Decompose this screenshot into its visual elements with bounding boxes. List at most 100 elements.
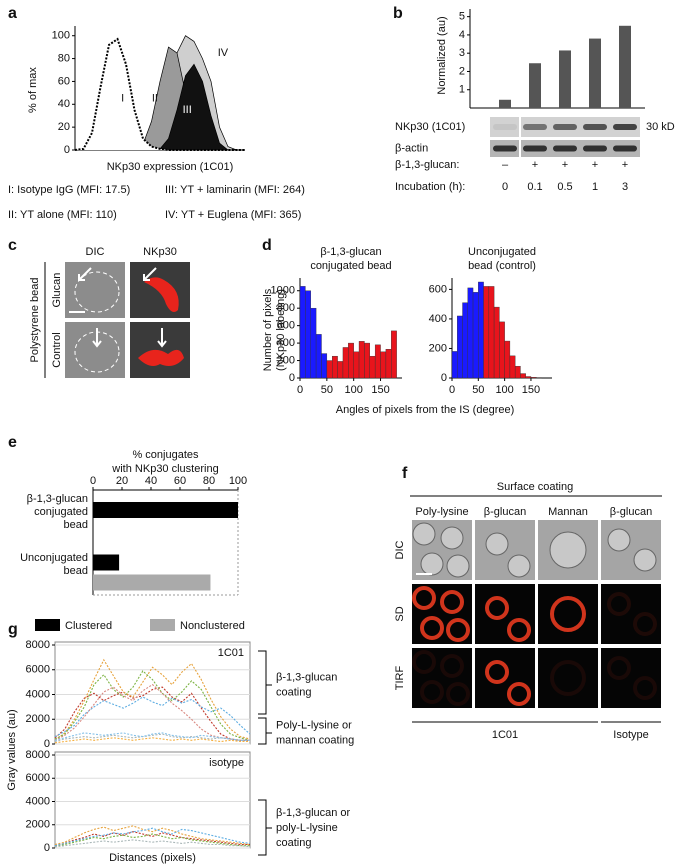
bar [504, 340, 511, 379]
x-tick-label: 20 [116, 475, 128, 487]
arrow [143, 267, 157, 281]
micrograph [601, 648, 661, 708]
series-description: III: YT + laminarin (MFI: 264) [165, 184, 305, 196]
treatment-label: β-1,3-glucan: [395, 159, 459, 171]
legend-swatch [150, 619, 175, 631]
series-line [54, 733, 250, 743]
y-tick-label: 200 [429, 342, 447, 354]
cell [485, 532, 509, 556]
bar [380, 351, 387, 379]
y-tick-label: 20 [58, 121, 70, 133]
x-tick-label: 150 [522, 384, 540, 396]
x-axis-label: Distances (pixels) [109, 852, 196, 864]
category-label: bead [64, 565, 88, 577]
bracket-label: poly-L-lysine [276, 822, 338, 834]
category-label: bead [64, 519, 88, 531]
cell [420, 552, 444, 576]
bar [472, 292, 479, 379]
x-tick-label: 50 [472, 384, 484, 396]
column-label: NKp30 [143, 246, 177, 258]
y-tick-label: 4000 [26, 795, 50, 807]
x-tick-label: 40 [145, 475, 157, 487]
bar [589, 38, 601, 109]
series-fill [75, 64, 245, 150]
arrow [92, 328, 102, 348]
x-tick-label: 150 [371, 384, 389, 396]
cell [550, 660, 586, 696]
y-tick-label: 8000 [26, 749, 50, 761]
series-line [54, 670, 251, 741]
x-tick-label: 100 [345, 384, 363, 396]
header: Surface coating [497, 481, 573, 493]
bar [342, 347, 349, 379]
cell [446, 618, 470, 642]
micrograph [538, 648, 598, 708]
micrograph [412, 648, 472, 708]
series-line [54, 831, 250, 847]
bracket-label: mannan coating [276, 734, 354, 746]
cell [607, 528, 631, 552]
column-label: DIC [86, 246, 105, 258]
bracket-label: coating [276, 686, 311, 698]
micrograph [601, 520, 661, 580]
y-tick-label: 600 [277, 320, 295, 332]
y-tick-label: 60 [58, 75, 70, 87]
cell [420, 616, 444, 640]
cell [420, 680, 444, 704]
cell [550, 596, 586, 632]
cell [633, 548, 657, 572]
cell [607, 656, 631, 680]
bar [321, 353, 328, 379]
y-tick-label: 0 [289, 372, 295, 384]
bead-outline [74, 271, 120, 313]
chart-title: bead (control) [468, 260, 536, 272]
x-axis-label: Angles of pixels from the IS (degree) [336, 404, 515, 416]
chart-title: conjugated bead [310, 260, 391, 272]
blot-label: β-actin [395, 142, 428, 154]
y-axis-label: (NKp30 labeling) [275, 289, 287, 371]
bar [499, 99, 511, 108]
treatment-value: + [532, 159, 538, 171]
x-tick-label: 80 [203, 475, 215, 487]
panel-label: a [8, 5, 17, 22]
cell [485, 596, 509, 620]
bar [493, 306, 500, 379]
column-label: β-glucan [610, 506, 652, 518]
bar [93, 502, 238, 518]
bar [93, 554, 120, 571]
cell [440, 590, 464, 614]
cell [485, 660, 509, 684]
cell [507, 682, 531, 706]
blot-band [553, 124, 577, 130]
y-axis-label: Normalized (au) [436, 16, 448, 94]
bar [364, 342, 370, 379]
y-axis-label: Gray values (au) [6, 709, 18, 790]
blot-band [613, 124, 637, 130]
cell [412, 522, 436, 546]
series-line [74, 37, 245, 151]
series-line [54, 833, 250, 848]
bracket [258, 717, 272, 745]
y-tick-label: 2000 [26, 819, 50, 831]
bar [462, 302, 468, 379]
row-label: DIC [394, 540, 406, 559]
series-line [54, 658, 251, 741]
row-label: Control [51, 332, 63, 367]
treatment-value: – [502, 159, 509, 171]
bar [520, 373, 526, 379]
y-tick-label: 1 [459, 84, 465, 96]
bar [326, 360, 333, 379]
bar [488, 286, 495, 379]
row-label: TIRF [394, 666, 406, 691]
plot-frame [54, 641, 251, 745]
cell [507, 618, 531, 642]
bar [299, 286, 306, 379]
bar [451, 351, 458, 379]
stain [144, 277, 179, 312]
y-tick-label: 600 [429, 283, 447, 295]
bracket-label: coating [276, 837, 311, 849]
panel-label: c [8, 237, 17, 254]
bar [457, 315, 463, 379]
cell [607, 592, 631, 616]
